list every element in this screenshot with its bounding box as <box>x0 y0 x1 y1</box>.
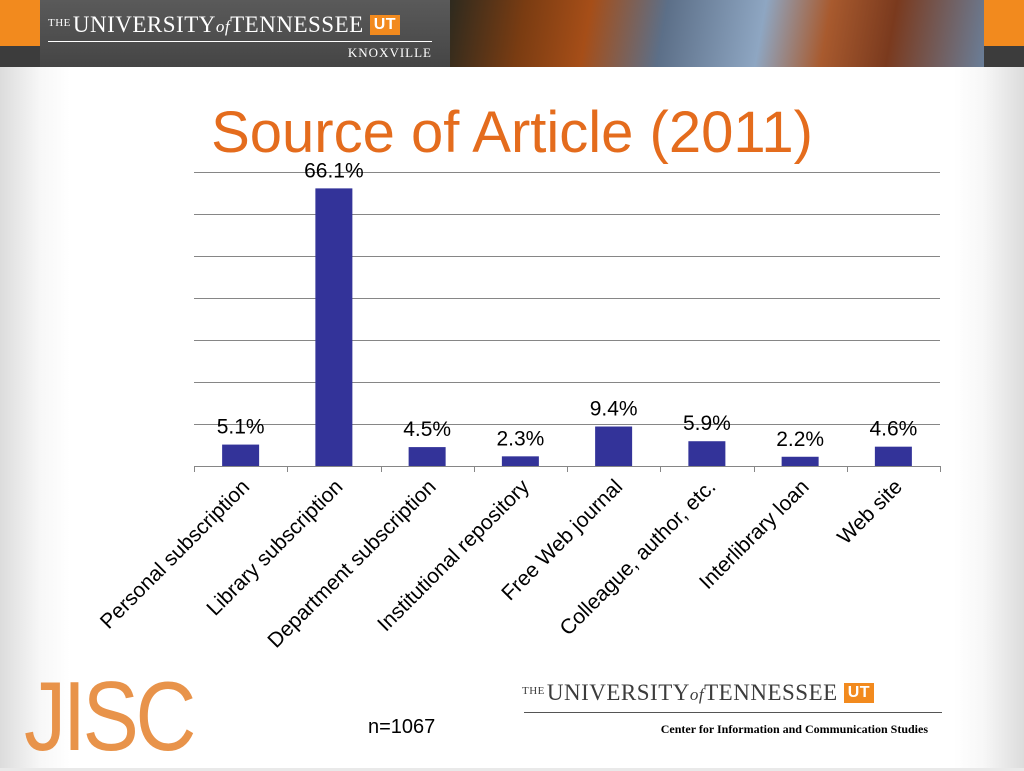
chart-title: Source of Article (2011) <box>211 100 813 165</box>
category-label-1: Personal subscription <box>96 475 254 633</box>
data-label-1: 5.1% <box>217 416 265 439</box>
footer-ut-logo-icon: UT <box>843 683 875 703</box>
footer-university-logo: THEUNIVERSITYofTENNESSEE UT Center for In… <box>522 680 946 742</box>
data-label-6: 5.9% <box>683 412 731 435</box>
data-label-7: 2.2% <box>776 428 824 451</box>
category-label-3: Department subscription <box>263 475 440 652</box>
data-label-8: 4.6% <box>869 418 917 441</box>
data-label-2: 66.1% <box>304 159 364 182</box>
footer-logo-university: UNIVERSITY <box>546 680 690 705</box>
data-label-3: 4.5% <box>403 418 451 441</box>
category-label-6: Colleague, author, etc. <box>556 475 721 640</box>
bar-8 <box>874 446 912 466</box>
footer-university-wordmark: THEUNIVERSITYofTENNESSEE UT <box>522 680 875 706</box>
bar-5 <box>595 426 633 466</box>
bar-3 <box>408 447 446 466</box>
logo-university: UNIVERSITY <box>72 12 216 37</box>
data-label-4: 2.3% <box>496 427 544 450</box>
category-label-8: Web site <box>833 475 907 549</box>
bar-7 <box>781 456 819 466</box>
bar-6 <box>688 441 726 466</box>
bar-2 <box>315 188 353 466</box>
data-label-5: 9.4% <box>590 398 638 421</box>
bar-1 <box>222 444 260 466</box>
bar-4 <box>501 456 539 466</box>
footer-logo-the: THE <box>522 685 545 697</box>
logo-of: of <box>215 17 231 36</box>
footer-logo-tennessee: TENNESSEE <box>704 680 838 705</box>
logo-the: THE <box>48 17 71 29</box>
sample-size-note: n=1067 <box>368 716 436 738</box>
university-wordmark: THEUNIVERSITYofTENNESSEE UT <box>48 12 401 38</box>
footer-logo-of: of <box>689 685 705 704</box>
center-name: Center for Information and Communication… <box>660 722 928 736</box>
banner-accent-right <box>984 0 1024 46</box>
category-label-4: Institutional repository <box>373 475 534 636</box>
university-logo: THEUNIVERSITYofTENNESSEE UT KNOXVILLE <box>40 0 450 67</box>
jisc-logo: JISC <box>24 661 196 771</box>
ut-logo-icon: UT <box>369 15 401 35</box>
logo-tennessee: TENNESSEE <box>230 12 364 37</box>
logo-campus: KNOXVILLE <box>347 45 432 60</box>
banner-accent-left <box>0 0 40 46</box>
footer-logo-divider <box>524 712 942 713</box>
campus-photo <box>450 0 984 67</box>
logo-divider <box>48 41 432 42</box>
header-banner: THEUNIVERSITYofTENNESSEE UT KNOXVILLE <box>0 0 1024 67</box>
